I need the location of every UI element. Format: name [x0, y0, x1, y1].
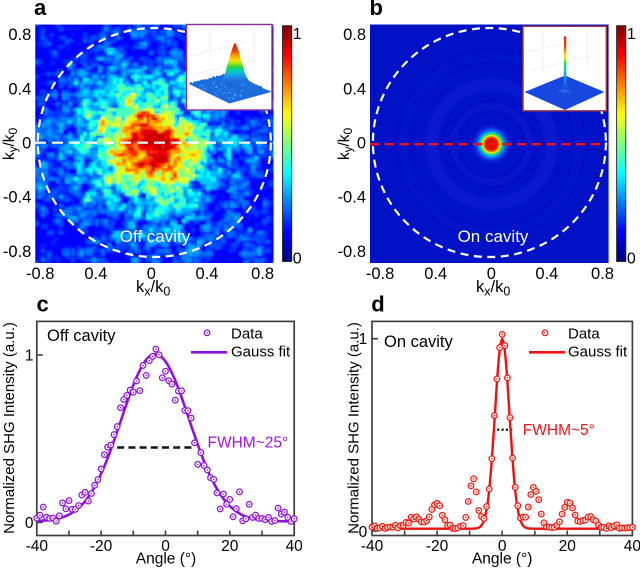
svg-text:0: 0 [293, 250, 302, 267]
svg-text:Gauss fit: Gauss fit [231, 344, 291, 361]
svg-text:0.8: 0.8 [343, 26, 366, 44]
svg-text:-0.8: -0.8 [366, 265, 394, 283]
svg-text:a: a [34, 0, 47, 20]
svg-text:On cavity: On cavity [458, 227, 529, 246]
svg-text:Gauss fit: Gauss fit [568, 344, 628, 361]
svg-text:0.8: 0.8 [591, 265, 614, 283]
svg-text:On cavity: On cavity [384, 333, 454, 351]
svg-text:1: 1 [293, 26, 302, 43]
svg-text:0: 0 [25, 515, 34, 532]
svg-text:Angle (°): Angle (°) [472, 551, 532, 568]
svg-text:0.4: 0.4 [196, 265, 219, 283]
svg-text:40: 40 [624, 538, 640, 555]
svg-text:1: 1 [627, 26, 636, 43]
svg-text:0: 0 [359, 524, 368, 541]
svg-text:-0.4: -0.4 [338, 189, 366, 207]
svg-text:FWHM~25°: FWHM~25° [208, 435, 289, 452]
svg-text:0.4: 0.4 [424, 265, 447, 283]
svg-text:0: 0 [487, 265, 496, 283]
svg-text:0: 0 [161, 538, 170, 555]
svg-text:Data: Data [568, 326, 600, 343]
svg-text:Angle (°): Angle (°) [136, 551, 196, 568]
svg-text:Normalized SHG Intensity (a.u.: Normalized SHG Intensity (a.u.) [1, 322, 18, 534]
svg-text:0.8: 0.8 [251, 265, 274, 283]
svg-text:Off cavity: Off cavity [47, 327, 116, 345]
svg-text:-0.8: -0.8 [26, 265, 54, 283]
svg-text:0.8: 0.8 [8, 26, 31, 44]
svg-text:1: 1 [25, 348, 34, 365]
svg-text:-20: -20 [426, 538, 449, 555]
svg-text:0: 0 [627, 250, 636, 267]
svg-text:0.4: 0.4 [343, 80, 366, 98]
svg-text:0: 0 [22, 135, 31, 153]
svg-text:d: d [371, 291, 384, 316]
svg-text:0.4: 0.4 [8, 80, 31, 98]
svg-text:-40: -40 [26, 538, 49, 555]
svg-text:0.4: 0.4 [84, 265, 107, 283]
svg-text:-40: -40 [361, 538, 384, 555]
svg-text:0: 0 [147, 265, 156, 283]
svg-text:FWHM~5°: FWHM~5° [523, 422, 595, 439]
svg-text:-0.8: -0.8 [338, 243, 366, 261]
svg-text:-20: -20 [90, 538, 113, 555]
svg-text:Data: Data [231, 326, 263, 343]
svg-text:1: 1 [359, 331, 368, 348]
svg-text:40: 40 [286, 538, 304, 555]
svg-text:0: 0 [498, 538, 507, 555]
svg-text:c: c [37, 291, 49, 316]
svg-text:-0.4: -0.4 [3, 189, 31, 207]
svg-text:-0.8: -0.8 [3, 243, 31, 261]
svg-text:Off cavity: Off cavity [120, 227, 191, 246]
svg-text:Normalized SHG Intensity (a.u.: Normalized SHG Intensity (a.u.) [346, 322, 363, 534]
svg-text:0: 0 [357, 135, 366, 153]
svg-text:0.4: 0.4 [535, 265, 558, 283]
svg-text:20: 20 [221, 538, 239, 555]
svg-text:b: b [370, 0, 383, 20]
svg-text:20: 20 [559, 538, 577, 555]
